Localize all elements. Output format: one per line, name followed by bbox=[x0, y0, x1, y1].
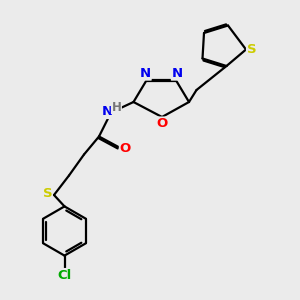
Text: Cl: Cl bbox=[57, 268, 72, 282]
Text: N: N bbox=[102, 105, 113, 119]
Text: S: S bbox=[247, 43, 256, 56]
Text: S: S bbox=[43, 187, 52, 200]
Text: N: N bbox=[140, 67, 151, 80]
Text: O: O bbox=[119, 142, 131, 155]
Text: N: N bbox=[171, 67, 183, 80]
Text: O: O bbox=[156, 117, 168, 130]
Text: H: H bbox=[112, 100, 121, 114]
